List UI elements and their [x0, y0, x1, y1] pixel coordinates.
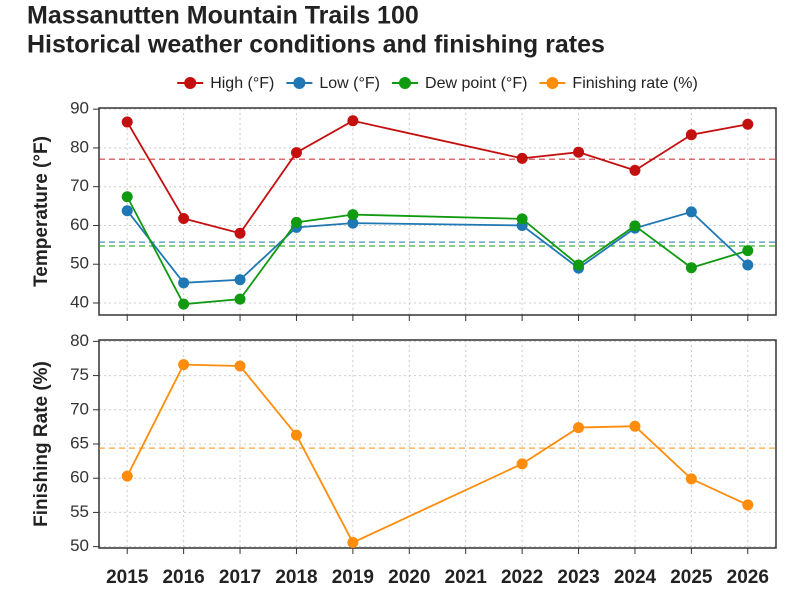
- data-point: [742, 245, 754, 257]
- legend-item: Low (°F): [286, 75, 380, 92]
- x-tick-label: 2018: [275, 567, 317, 588]
- legend-item: Finishing rate (%): [539, 75, 698, 92]
- y-tick-label: 60: [70, 215, 89, 234]
- data-point: [234, 293, 246, 305]
- data-point: [516, 152, 528, 164]
- series-line: [126, 363, 749, 544]
- series-line: [126, 210, 749, 284]
- data-point: [234, 227, 246, 239]
- y-tick-label: 60: [70, 468, 89, 487]
- data-point: [685, 262, 697, 274]
- y-axis-label: Finishing Rate (%): [31, 361, 52, 527]
- y-tick-label: 70: [70, 399, 89, 418]
- data-point: [573, 146, 585, 158]
- legend-marker: [399, 77, 412, 89]
- data-point: [629, 220, 641, 232]
- x-tick-label: 2019: [332, 567, 374, 588]
- x-tick-label: 2021: [445, 567, 488, 588]
- data-point: [178, 277, 190, 289]
- x-tick-label: 2015: [106, 567, 149, 588]
- x-tick-label: 2026: [727, 567, 769, 588]
- legend-item: Dew point (°F): [392, 75, 527, 92]
- y-tick-label: 80: [70, 331, 89, 350]
- x-tick-label: 2024: [614, 567, 657, 588]
- y-tick-label: 90: [70, 99, 89, 118]
- y-tick-label: 50: [70, 536, 89, 555]
- plot-frame: [98, 107, 777, 316]
- data-point: [685, 473, 697, 485]
- y-tick-label: 80: [70, 137, 89, 156]
- series-line: [126, 196, 749, 306]
- y-tick-label: 55: [70, 502, 89, 521]
- data-point: [573, 422, 585, 434]
- legend-label: Low (°F): [319, 75, 380, 92]
- data-point: [347, 115, 359, 127]
- data-point: [573, 259, 585, 271]
- data-point: [347, 209, 359, 221]
- data-point: [178, 359, 190, 371]
- chart-title: Massanutten Mountain Trails 100: [27, 2, 419, 30]
- data-point: [629, 164, 641, 176]
- data-point: [347, 537, 359, 549]
- data-point: [685, 129, 697, 141]
- legend-marker: [293, 77, 306, 89]
- data-point: [347, 217, 359, 229]
- data-point: [178, 212, 190, 224]
- data-point: [742, 499, 754, 511]
- y-tick-label: 70: [70, 176, 89, 195]
- data-point: [121, 470, 133, 482]
- legend-label: High (°F): [210, 75, 274, 92]
- x-tick-label: 2022: [501, 567, 543, 588]
- legend-item: High (°F): [177, 75, 274, 92]
- x-tick-label: 2017: [219, 567, 261, 588]
- data-point: [178, 298, 190, 310]
- data-point: [121, 191, 133, 203]
- data-point: [290, 429, 302, 441]
- chart-subtitle: Historical weather conditions and finish…: [27, 31, 605, 59]
- y-tick-label: 40: [70, 292, 89, 311]
- legend-marker: [546, 77, 559, 89]
- y-tick-label: 75: [70, 365, 89, 384]
- x-tick-label: 2023: [557, 567, 599, 588]
- data-point: [290, 216, 302, 228]
- series-line: [126, 119, 748, 235]
- data-point: [234, 360, 246, 372]
- data-point: [629, 420, 641, 432]
- legend-label: Dew point (°F): [425, 75, 527, 92]
- x-tick-label: 2020: [388, 567, 430, 588]
- data-point: [121, 116, 133, 128]
- y-axis-label: Temperature (°F): [31, 136, 52, 287]
- x-tick-label: 2016: [162, 567, 204, 588]
- y-tick-label: 50: [70, 254, 89, 273]
- plot-frame: [98, 339, 777, 549]
- legend-label: Finishing rate (%): [572, 75, 697, 92]
- data-point: [516, 213, 528, 225]
- data-point: [742, 118, 754, 130]
- data-point: [742, 259, 754, 271]
- x-tick-label: 2025: [670, 567, 713, 588]
- legend-marker: [184, 77, 197, 89]
- y-tick-label: 65: [70, 433, 89, 452]
- data-point: [234, 274, 246, 286]
- data-point: [685, 206, 697, 218]
- data-point: [290, 147, 302, 159]
- legend: High (°F) Low (°F) Dew point (°F) Finishing…: [177, 75, 698, 92]
- data-point: [121, 205, 133, 217]
- data-point: [516, 458, 528, 470]
